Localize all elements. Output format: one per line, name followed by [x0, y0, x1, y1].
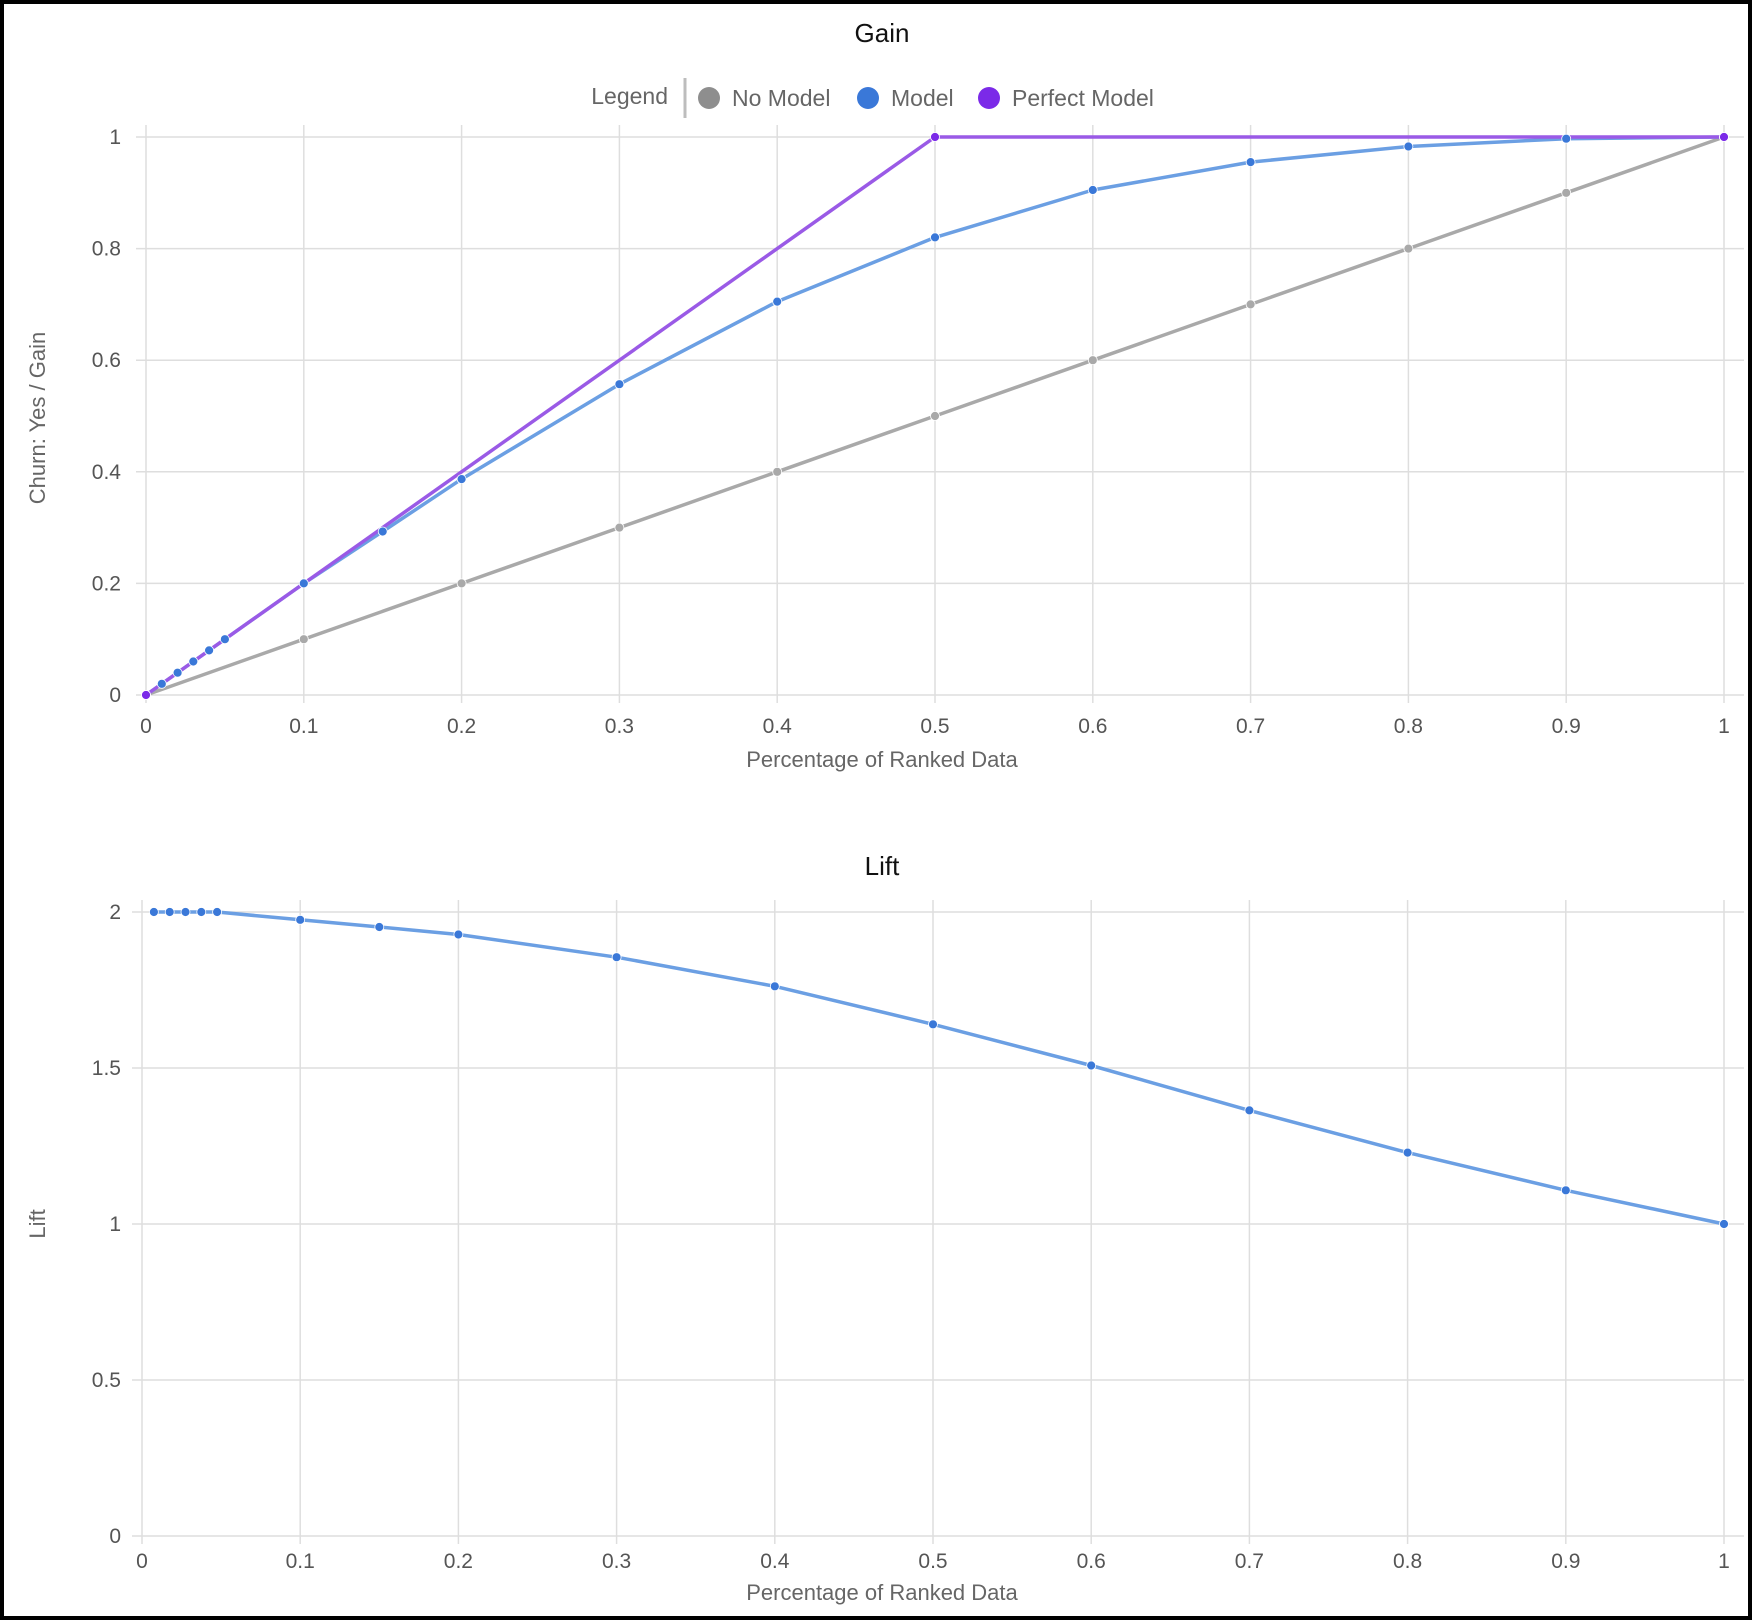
gain-data-point-perfect-model: [141, 690, 151, 700]
gain-data-point-no-model: [1087, 355, 1098, 366]
gain-data-point-model: [456, 474, 467, 485]
legend-marker-perfect-model: [978, 87, 1000, 109]
lift-x-tick-label: 0.9: [1551, 1550, 1580, 1573]
gain-chart-title: Gain: [855, 18, 910, 48]
gain-data-point-model: [156, 678, 167, 689]
gain-data-point-no-model: [1403, 243, 1414, 254]
gain-x-tick-label: 0.1: [289, 715, 318, 738]
gain-data-point-model: [188, 656, 199, 667]
gain-x-tick-label: 0.7: [1236, 715, 1265, 738]
lift-y-tick-label: 0.5: [92, 1369, 121, 1392]
gain-data-point-model: [1245, 157, 1256, 168]
lift-x-axis-label: Percentage of Ranked Data: [746, 1580, 1018, 1605]
gain-y-tick-label: 0.2: [92, 572, 121, 595]
lift-data-point-model: [1560, 1185, 1571, 1196]
gain-data-point-model: [772, 296, 783, 307]
legend-marker-no-model: [698, 87, 720, 109]
gain-data-point-model: [219, 634, 230, 645]
gain-data-point-model: [298, 578, 309, 589]
gain-data-point-perfect-model: [1719, 132, 1729, 142]
lift-x-tick-label: 1: [1718, 1550, 1730, 1573]
lift-data-point-model: [148, 907, 159, 917]
gain-x-tick-label: 0.8: [1394, 715, 1423, 738]
lift-chart: Lift Percentage of Ranked Data Lift 0 0.1…: [25, 851, 1744, 1605]
gain-x-axis-label: Percentage of Ranked Data: [746, 747, 1018, 772]
lift-grid: [132, 900, 1744, 1544]
lift-data-point-model: [164, 907, 175, 917]
lift-data-point-model: [1086, 1060, 1097, 1071]
gain-data-point-model: [172, 667, 183, 678]
lift-data-point-model: [769, 981, 780, 992]
lift-x-tick-label: 0.2: [444, 1550, 473, 1573]
lift-y-tick-label: 0: [109, 1525, 121, 1548]
legend-marker-model: [857, 87, 879, 109]
gain-data-point-no-model: [1245, 299, 1256, 310]
gain-x-tick-label: 0.6: [1078, 715, 1107, 738]
gain-x-tick-label: 0.5: [920, 715, 949, 738]
gain-x-tick-label: 0.3: [605, 715, 634, 738]
gain-y-tick-label: 0.8: [92, 238, 121, 261]
gain-data-point-model: [1403, 141, 1414, 152]
gain-y-tick-label: 0.4: [92, 461, 122, 484]
gain-y-tick-label: 1: [109, 126, 121, 149]
legend-title: Legend: [591, 83, 668, 109]
lift-x-tick-label: 0.8: [1393, 1550, 1422, 1573]
lift-data-point-model: [374, 922, 385, 932]
lift-data-point-model: [928, 1019, 938, 1030]
lift-x-tick-label: 0.5: [918, 1550, 947, 1573]
lift-data-point-model: [453, 929, 464, 940]
gain-data-point-model: [204, 645, 215, 656]
gain-data-point-perfect-model: [930, 132, 940, 142]
legend-entry-perfect-model: Perfect Model: [1012, 85, 1154, 111]
gain-data-point-model: [614, 379, 625, 390]
legend-entry-no-model: No Model: [732, 85, 830, 111]
lift-x-tick-label: 0.6: [1077, 1550, 1106, 1573]
lift-x-tick-label: 0.7: [1235, 1550, 1264, 1573]
gain-y-tick-label: 0.6: [92, 349, 121, 372]
gain-data-point-no-model: [456, 578, 467, 589]
gain-x-tick-label: 0: [140, 715, 152, 738]
gain-x-tick-label: 1: [1718, 715, 1730, 738]
gain-data-point-model: [930, 232, 940, 243]
gain-data-point-no-model: [298, 634, 309, 645]
gain-x-tick-label: 0.2: [447, 715, 476, 738]
gain-x-tick-label: 0.4: [763, 715, 793, 738]
gain-legend: Legend No Model Model Perfect Model: [591, 78, 1154, 118]
gain-y-tick-label: 0: [109, 684, 121, 707]
gain-data-point-no-model: [930, 411, 940, 421]
lift-data-point-model: [180, 907, 191, 917]
lift-x-tick-label: 0.1: [286, 1550, 315, 1573]
lift-data-point-model: [1719, 1219, 1729, 1229]
gain-x-tick-label: 0.9: [1552, 715, 1581, 738]
lift-chart-title: Lift: [865, 851, 900, 881]
gain-chart: Gain Legend No Model Model Perfect Model…: [25, 18, 1744, 772]
lift-x-tick-label: 0.4: [760, 1550, 790, 1573]
gain-data-point-model: [1561, 133, 1572, 144]
lift-data-point-model: [212, 907, 223, 917]
lift-data-point-model: [1402, 1147, 1413, 1158]
lift-data-point-model: [611, 952, 622, 963]
lift-y-tick-label: 1: [109, 1213, 121, 1236]
gain-y-axis-label: Churn: Yes / Gain: [25, 332, 50, 504]
gain-data-point-model: [377, 526, 388, 537]
lift-data-point-model: [1244, 1105, 1255, 1116]
lift-y-tick-label: 1.5: [92, 1057, 121, 1080]
lift-x-tick-label: 0.3: [602, 1550, 631, 1573]
lift-series-line-model: [153, 910, 1725, 1226]
gain-data-point-no-model: [772, 466, 783, 477]
lift-data-point-model: [295, 914, 306, 925]
gain-data-point-no-model: [1561, 187, 1572, 198]
lift-x-tick-label: 0: [136, 1550, 148, 1573]
lift-y-axis-label: Lift: [25, 1209, 50, 1238]
lift-data-point-model: [196, 907, 207, 917]
legend-entry-model: Model: [891, 85, 954, 111]
lift-y-tick-label: 2: [109, 901, 121, 924]
gain-data-point-model: [1087, 185, 1098, 195]
gain-data-point-no-model: [614, 522, 625, 533]
